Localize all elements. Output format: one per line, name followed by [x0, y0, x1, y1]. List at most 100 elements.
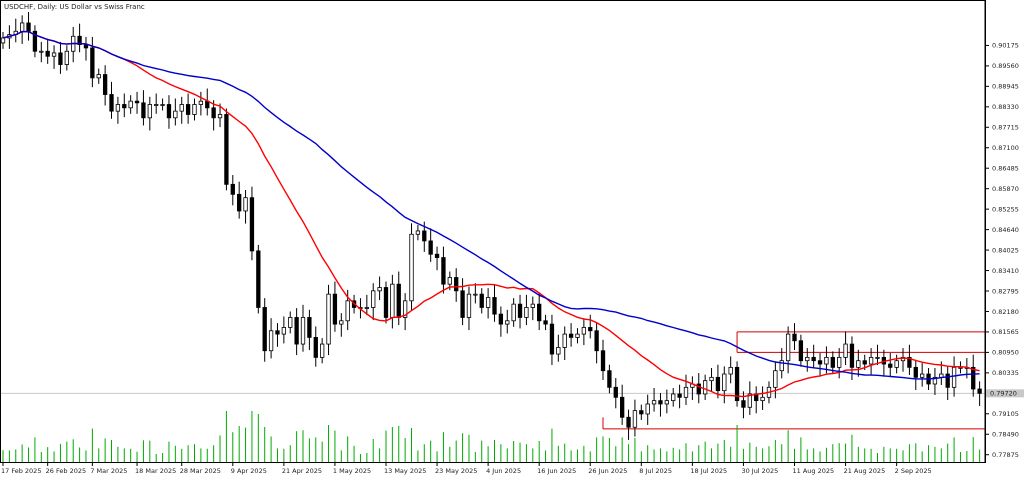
candle-body: [160, 104, 165, 106]
candle-body: [760, 396, 765, 402]
candle-body: [728, 366, 733, 375]
candle-body: [192, 104, 197, 115]
candle-body: [345, 300, 350, 322]
date-tick-label: 26 Jun 2025: [588, 467, 627, 475]
candle-body: [594, 330, 599, 352]
candle-body: [664, 400, 669, 405]
candle-body: [785, 333, 791, 362]
price-tick-label: 0.83410: [992, 267, 1019, 275]
price-tick-label: 0.87100: [992, 144, 1019, 152]
candle-body: [734, 366, 740, 402]
candle-body: [645, 403, 650, 415]
candle-body: [249, 197, 255, 252]
candle-body: [402, 300, 408, 318]
candle-body: [198, 100, 204, 105]
date-tick-label: 9 Apr 2025: [231, 467, 267, 475]
candle-body: [498, 313, 504, 325]
date-tick-label: 21 Aug 2025: [844, 467, 886, 475]
candle-body: [868, 356, 874, 365]
candle-body: [556, 347, 561, 355]
candle-body: [281, 327, 287, 335]
candle-body: [945, 373, 950, 388]
date-tick-label: 4 Jun 2025: [486, 467, 521, 475]
candle-body: [907, 356, 912, 368]
candle-body: [811, 356, 816, 362]
candle-body: [447, 277, 452, 285]
candle-body: [51, 52, 57, 57]
candle-body: [32, 30, 38, 52]
candle-body: [600, 350, 606, 372]
price-tick-label: 0.85870: [992, 185, 1019, 193]
candle-body: [524, 307, 529, 318]
candle-body: [932, 376, 938, 385]
price-tick-label: 0.82795: [992, 287, 1019, 295]
price-tick-label: 0.84025: [992, 246, 1019, 254]
price-tick-label: 0.90175: [992, 42, 1019, 50]
candle-body: [709, 376, 714, 382]
date-tick-label: 13 May 2025: [384, 467, 426, 475]
candle-body: [492, 297, 497, 315]
candle-body: [517, 303, 523, 318]
candle-body: [332, 293, 338, 325]
date-tick-label: 16 Jun 2025: [537, 467, 576, 475]
candle-body: [568, 333, 574, 338]
candle-body: [141, 102, 146, 119]
candle-body: [977, 388, 982, 394]
candle-body: [268, 330, 274, 352]
candle-body: [856, 360, 861, 368]
candle-body: [313, 337, 318, 358]
candle-body: [0, 37, 6, 44]
date-tick-label: 11 Aug 2025: [793, 467, 835, 475]
candle-body: [683, 386, 689, 398]
candle-body: [479, 293, 484, 308]
price-tick-label: 0.88945: [992, 83, 1019, 91]
candle-body: [951, 366, 957, 388]
candle-body: [371, 290, 376, 308]
candle-body: [166, 104, 172, 119]
candle-body: [383, 287, 389, 318]
candle-body: [830, 356, 835, 368]
candle-body: [434, 253, 440, 258]
price-tick-label: 0.81565: [992, 328, 1019, 336]
candle-body: [824, 356, 829, 365]
candle-body: [230, 183, 235, 195]
candle-body: [958, 366, 963, 369]
candle-body: [179, 104, 184, 112]
date-tick-label: 28 Mar 2025: [180, 467, 221, 475]
candle-body: [39, 50, 44, 53]
candle-body: [224, 114, 229, 185]
candle-body: [45, 50, 50, 57]
price-tick-label: 0.89560: [992, 62, 1019, 70]
candle-body: [971, 366, 976, 390]
candle-body: [658, 400, 663, 405]
candle-body: [185, 104, 191, 115]
date-tick-label: 23 May 2025: [435, 467, 477, 475]
candle-body: [505, 320, 510, 325]
candle-body: [243, 197, 248, 212]
candle-body: [671, 393, 676, 402]
current-price-label: 0.79720: [990, 390, 1017, 398]
date-tick-label: 18 Jul 2025: [690, 467, 727, 475]
candle-body: [875, 356, 880, 359]
candle-body: [779, 360, 784, 372]
candle-body: [326, 293, 331, 345]
ma-50-line: [2, 30, 980, 380]
candle-body: [58, 52, 63, 65]
candle-body: [205, 100, 210, 109]
date-tick-label: 2 Sep 2025: [895, 467, 932, 475]
chart-title: USDCHF, Daily: US Dollar vs Swiss Franc: [4, 3, 145, 11]
date-tick-label: 18 Mar 2025: [135, 467, 176, 475]
candle-body: [217, 114, 223, 119]
price-tick-label: 0.78490: [992, 431, 1019, 439]
candle-body: [715, 376, 721, 392]
candle-body: [122, 104, 127, 109]
candle-body: [26, 22, 31, 32]
candle-body: [581, 327, 587, 335]
date-tick-label: 21 Apr 2025: [282, 467, 322, 475]
candle-body: [798, 340, 804, 362]
candle-body: [702, 380, 708, 395]
price-tick-label: 0.86485: [992, 165, 1019, 173]
candle-body: [300, 317, 306, 345]
